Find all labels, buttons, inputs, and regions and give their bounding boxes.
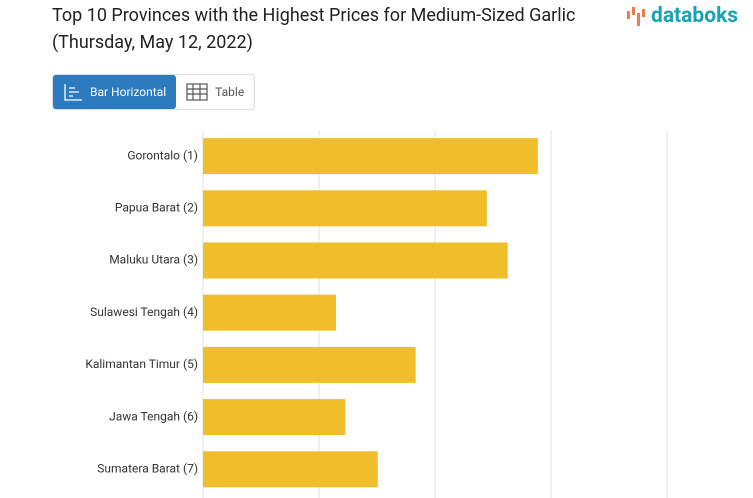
table-icon xyxy=(186,83,208,101)
button-label: Table xyxy=(215,85,245,99)
bar xyxy=(203,451,378,488)
y-tick-label: Gorontalo (1) xyxy=(127,148,198,162)
y-tick-label: Kalimantan Timur (5) xyxy=(85,357,198,371)
logo[interactable]: databoks xyxy=(626,4,738,28)
y-tick-label: Sumatera Barat (7) xyxy=(97,461,198,475)
y-tick-label: Sulawesi Tengah (4) xyxy=(90,305,198,319)
view-button[interactable]: Table xyxy=(176,75,254,109)
view-button[interactable]: Bar Horizontal xyxy=(53,75,177,109)
logo-icon xyxy=(627,7,645,26)
button-label: Bar Horizontal xyxy=(90,85,167,99)
y-tick-label: Jawa Tengah (6) xyxy=(109,409,198,423)
chart-title: Top 10 Provinces with the Highest Prices… xyxy=(52,5,576,53)
bar xyxy=(203,399,346,436)
view-switch: Bar Horizontal Table xyxy=(52,74,256,110)
bar xyxy=(203,346,416,383)
bar xyxy=(203,242,508,279)
bar-icon xyxy=(64,84,82,101)
chart: Gorontalo (1) Papua Barat (2) Maluku Utara… xyxy=(85,130,668,498)
bar xyxy=(203,190,487,227)
bar xyxy=(203,294,337,331)
y-tick-label: Papua Barat (2) xyxy=(115,200,198,214)
bar xyxy=(203,138,538,175)
brand: databoks xyxy=(651,4,739,28)
y-tick-label: Maluku Utara (3) xyxy=(109,253,198,267)
